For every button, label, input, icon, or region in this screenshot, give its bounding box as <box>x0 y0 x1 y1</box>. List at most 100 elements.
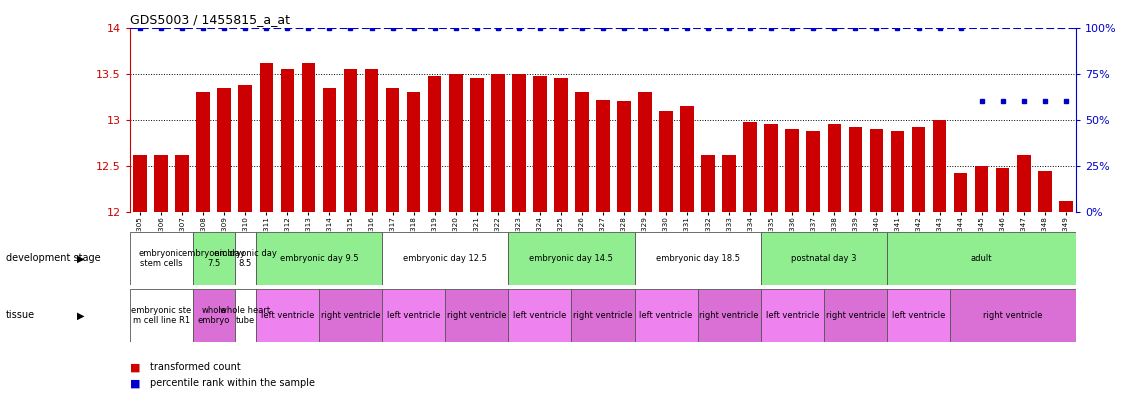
Text: right ventricle: right ventricle <box>321 311 380 320</box>
Bar <box>382 289 445 342</box>
Bar <box>761 232 887 285</box>
Text: percentile rank within the sample: percentile rank within the sample <box>150 378 314 388</box>
Bar <box>950 289 1076 342</box>
Bar <box>470 78 483 212</box>
Bar <box>933 120 947 212</box>
Text: left ventricle: left ventricle <box>260 311 314 320</box>
Bar <box>681 106 694 212</box>
Bar <box>176 155 189 212</box>
Text: embryonic day 12.5: embryonic day 12.5 <box>403 254 487 263</box>
Bar <box>554 78 568 212</box>
Bar <box>239 85 252 212</box>
Bar <box>1017 155 1030 212</box>
Bar <box>887 289 950 342</box>
Text: right ventricle: right ventricle <box>700 311 758 320</box>
Bar <box>385 88 399 212</box>
Bar <box>259 62 273 212</box>
Bar <box>533 75 547 212</box>
Bar <box>256 289 319 342</box>
Text: left ventricle: left ventricle <box>387 311 441 320</box>
Text: GDS5003 / 1455815_a_at: GDS5003 / 1455815_a_at <box>130 13 290 26</box>
Bar <box>130 232 193 285</box>
Bar <box>322 88 336 212</box>
Text: left ventricle: left ventricle <box>513 311 567 320</box>
Text: postnatal day 3: postnatal day 3 <box>791 254 857 263</box>
Text: right ventricle: right ventricle <box>984 311 1042 320</box>
Text: left ventricle: left ventricle <box>639 311 693 320</box>
Text: ■: ■ <box>130 362 140 373</box>
Bar <box>234 232 256 285</box>
Bar <box>996 168 1010 212</box>
Bar <box>130 289 193 342</box>
Bar <box>256 232 382 285</box>
Text: right ventricle: right ventricle <box>574 311 632 320</box>
Bar <box>281 69 294 212</box>
Bar <box>953 173 967 212</box>
Bar <box>218 88 231 212</box>
Text: embryonic day 18.5: embryonic day 18.5 <box>656 254 739 263</box>
Text: embryonic day
8.5: embryonic day 8.5 <box>214 249 277 268</box>
Text: ▶: ▶ <box>77 253 85 263</box>
Text: whole heart
tube: whole heart tube <box>220 306 270 325</box>
Bar <box>445 289 508 342</box>
Text: embryonic day 14.5: embryonic day 14.5 <box>530 254 613 263</box>
Bar <box>824 289 887 342</box>
Text: ▶: ▶ <box>77 310 85 320</box>
Text: right ventricle: right ventricle <box>447 311 506 320</box>
Bar <box>1059 201 1073 212</box>
Bar <box>870 129 884 212</box>
Bar <box>133 155 147 212</box>
Bar <box>193 232 234 285</box>
Bar <box>849 127 862 212</box>
Bar <box>827 125 841 212</box>
Bar <box>302 62 316 212</box>
Bar <box>638 92 651 212</box>
Text: embryonic day
7.5: embryonic day 7.5 <box>183 249 246 268</box>
Text: transformed count: transformed count <box>150 362 241 373</box>
Bar <box>575 92 588 212</box>
Bar <box>912 127 925 212</box>
Bar <box>975 166 988 212</box>
Bar <box>491 74 505 212</box>
Bar <box>319 289 382 342</box>
Bar <box>196 92 210 212</box>
Bar <box>618 101 631 212</box>
Text: adult: adult <box>970 254 993 263</box>
Bar <box>596 99 610 212</box>
Bar <box>744 122 757 212</box>
Bar <box>234 289 256 342</box>
Text: ■: ■ <box>130 378 140 388</box>
Bar <box>382 232 508 285</box>
Bar <box>807 131 820 212</box>
Bar <box>635 232 761 285</box>
Text: embryonic
stem cells: embryonic stem cells <box>139 249 184 268</box>
Bar <box>722 155 736 212</box>
Bar <box>365 69 379 212</box>
Bar <box>154 155 168 212</box>
Bar <box>193 289 234 342</box>
Bar <box>571 289 635 342</box>
Text: left ventricle: left ventricle <box>765 311 819 320</box>
Bar <box>508 232 635 285</box>
Text: tissue: tissue <box>6 310 35 320</box>
Bar <box>449 74 462 212</box>
Bar <box>761 289 824 342</box>
Bar <box>698 289 761 342</box>
Text: whole
embryo: whole embryo <box>197 306 230 325</box>
Text: embryonic day 9.5: embryonic day 9.5 <box>279 254 358 263</box>
Bar <box>701 155 715 212</box>
Bar <box>1038 171 1051 212</box>
Bar <box>890 131 904 212</box>
Text: embryonic ste
m cell line R1: embryonic ste m cell line R1 <box>131 306 192 325</box>
Bar <box>786 129 799 212</box>
Bar <box>508 289 571 342</box>
Bar <box>764 125 778 212</box>
Text: right ventricle: right ventricle <box>826 311 885 320</box>
Bar <box>659 111 673 212</box>
Bar <box>344 69 357 212</box>
Bar <box>512 74 525 212</box>
Bar <box>428 75 442 212</box>
Bar <box>407 92 420 212</box>
Bar <box>887 232 1076 285</box>
Text: development stage: development stage <box>6 253 100 263</box>
